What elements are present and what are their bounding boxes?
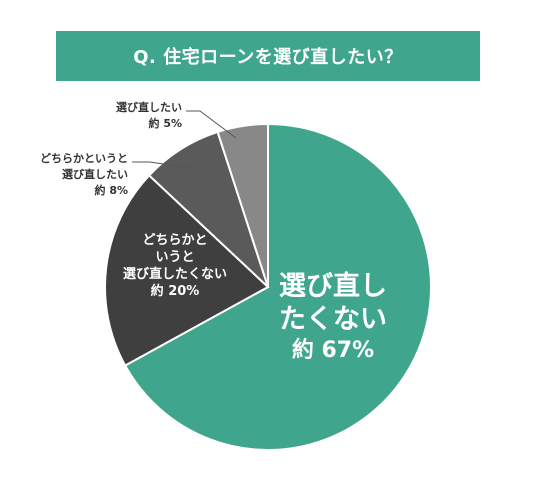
slice-label-no: 選び直し たくない 約 67% bbox=[268, 270, 398, 366]
slice-label-rather-no-line1: どちらかと bbox=[142, 233, 208, 248]
slice-label-rather-no-line2: いうと bbox=[155, 250, 195, 265]
leader-line-rather-yes bbox=[132, 161, 191, 169]
slice-pct-yes: 約 5% bbox=[148, 117, 182, 130]
slice-rather-no bbox=[104, 174, 270, 367]
slice-label-rather-no-line3: 選び直したくない bbox=[122, 267, 227, 282]
slice-label-no-line1: 選び直し bbox=[279, 271, 387, 302]
slice-pct-rather-no: 約 20% bbox=[150, 284, 200, 299]
slice-label-rather-yes-line1: どちらかというと bbox=[40, 152, 128, 165]
chart-title-bar: Q. 住宅ローンを選び直したい？ bbox=[56, 31, 480, 81]
slice-label-yes: 選び直したい 約 5% bbox=[60, 100, 182, 132]
slice-label-rather-yes: どちらかというと 選び直したい 約 8% bbox=[6, 151, 128, 199]
slice-pct-rather-yes: 約 8% bbox=[94, 184, 128, 197]
chart-title: Q. 住宅ローンを選び直したい？ bbox=[133, 47, 403, 68]
slice-yes bbox=[216, 122, 269, 288]
slice-label-rather-no: どちらかと いうと 選び直したくない 約 20% bbox=[105, 232, 245, 300]
slice-label-no-line2: たくない bbox=[279, 304, 387, 335]
slice-label-yes-line1: 選び直したい bbox=[116, 101, 182, 114]
slice-pct-no: 約 67% bbox=[291, 338, 375, 363]
leader-line-yes bbox=[186, 110, 237, 139]
slice-label-rather-yes-line2: 選び直したい bbox=[62, 168, 128, 181]
slice-no bbox=[123, 122, 432, 451]
